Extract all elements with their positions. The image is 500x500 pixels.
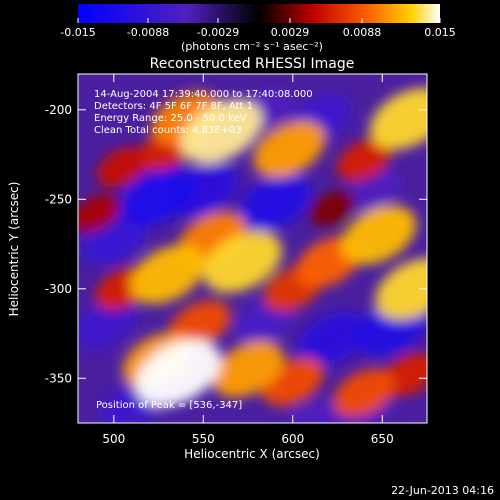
heatmap-blob [135,339,221,407]
heatmap-blob [78,300,136,349]
colorbar-unit-label: (photons cm⁻² s⁻¹ asec⁻²) [181,40,323,53]
colorbar-ticks: -0.015 -0.0088 -0.0029 0.0029 0.0088 0.015 [60,18,456,39]
heatmap-blob [309,190,355,226]
plot-frame [77,73,428,424]
colorbar-tick-label: -0.0029 [197,26,239,39]
heatmap-blob [129,244,206,304]
colorbar-tick-label: 0.0029 [271,26,310,39]
heatmap-blob [238,174,311,232]
heatmap-blob [180,99,263,164]
heatmap-blob [96,146,149,188]
y-tick-label: -300 [45,282,72,296]
annotation-line: Clean Total counts: 4.83E+03 [94,125,242,136]
heatmap-blob [336,138,393,182]
heatmap-blob [120,166,197,226]
footer-date: 22-Jun-2013 04:16 [391,484,494,497]
y-axis: -200 -250 -300 -350 [45,103,427,385]
heatmap-blob [369,87,427,150]
y-tick-label: -250 [45,192,72,206]
heatmap-blob [381,353,427,397]
colorbar-tick-label: -0.0088 [127,26,169,39]
colorbar-tick-label: -0.015 [60,26,95,39]
heatmap-blob [297,312,367,366]
heatmap-blob [340,205,417,265]
heatmap-image [78,74,427,423]
x-tick-label: 650 [371,432,394,446]
x-tick-label: 500 [102,432,125,446]
x-axis-label: Heliocentric X (arcsec) [184,447,320,461]
heatmap-blob [211,341,285,398]
heatmap-blob [78,194,121,233]
x-tick-label: 600 [281,432,304,446]
heatmap-blob [203,231,283,293]
chart-title: Reconstructed RHESSI Image [150,56,355,72]
colorbar [78,4,440,23]
colorbar-tick-label: 0.015 [424,26,456,39]
y-axis-label: Heliocentric Y (arcsec) [7,182,21,317]
x-tick-label: 550 [192,432,215,446]
heatmap-blob [375,257,427,320]
x-axis: 500 550 600 650 [102,74,394,446]
y-tick-label: -350 [45,371,72,385]
annotation-line: 14-Aug-2004 17:39:40.000 to 17:40:08.000 [94,89,313,100]
colorbar-tick-label: 0.0088 [343,26,382,39]
annotation-line: Detectors: 4F 5F 6F 7F 8F, Att 1 [94,101,253,112]
annotation-block: 14-Aug-2004 17:39:40.000 to 17:40:08.000… [94,89,313,136]
heatmap-blob [253,121,326,178]
annotation-line: Energy Range: 25.0 - 50.0 keV [94,113,247,124]
heatmap-blob [333,368,396,417]
y-tick-label: -200 [45,103,72,117]
peak-label: Position of Peak = [536,-347] [96,400,242,411]
